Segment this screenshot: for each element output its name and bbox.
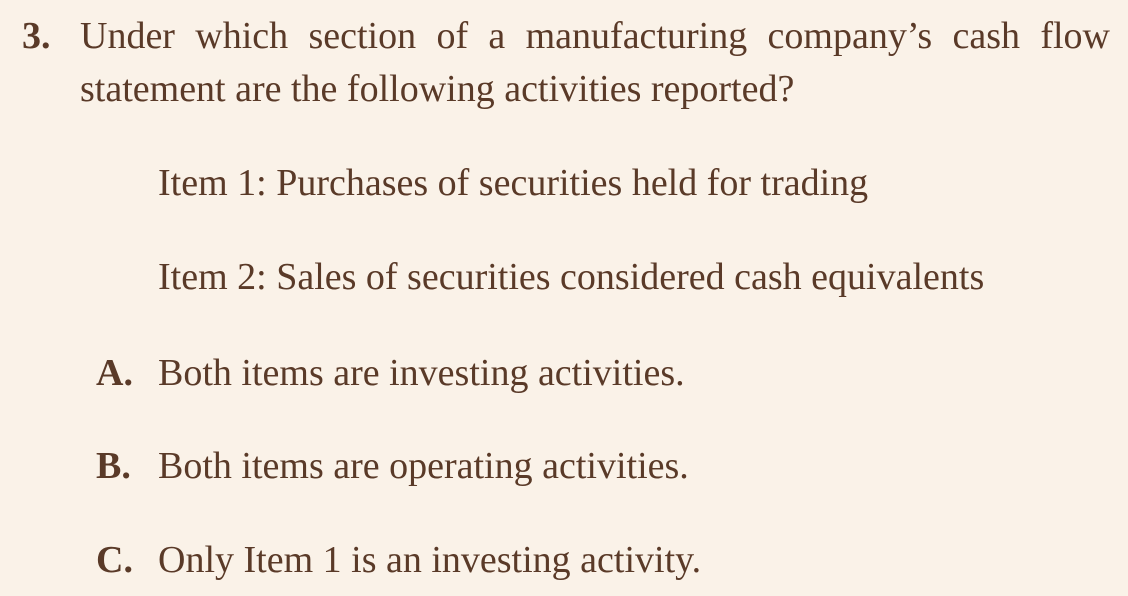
option-b-letter: B. xyxy=(96,445,131,487)
option-b-text: Both items are operating activities. xyxy=(158,445,689,487)
item-2: Item 2: Sales of securities considered c… xyxy=(158,256,985,298)
item-1: Item 1: Purchases of securities held for… xyxy=(158,162,869,204)
option-a-text: Both items are investing activities. xyxy=(158,352,685,394)
option-c-letter: C. xyxy=(96,539,133,581)
question-text: Under which section of a manufacturing c… xyxy=(80,15,1110,110)
option-c-text: Only Item 1 is an investing activity. xyxy=(158,539,702,581)
option-a[interactable]: A. Both items are investing activities. xyxy=(96,348,685,398)
option-a-letter: A. xyxy=(96,352,133,394)
question-number: 3. xyxy=(22,15,51,57)
option-b[interactable]: B. Both items are operating activities. xyxy=(96,441,689,491)
option-c[interactable]: C. Only Item 1 is an investing activity. xyxy=(96,535,701,585)
